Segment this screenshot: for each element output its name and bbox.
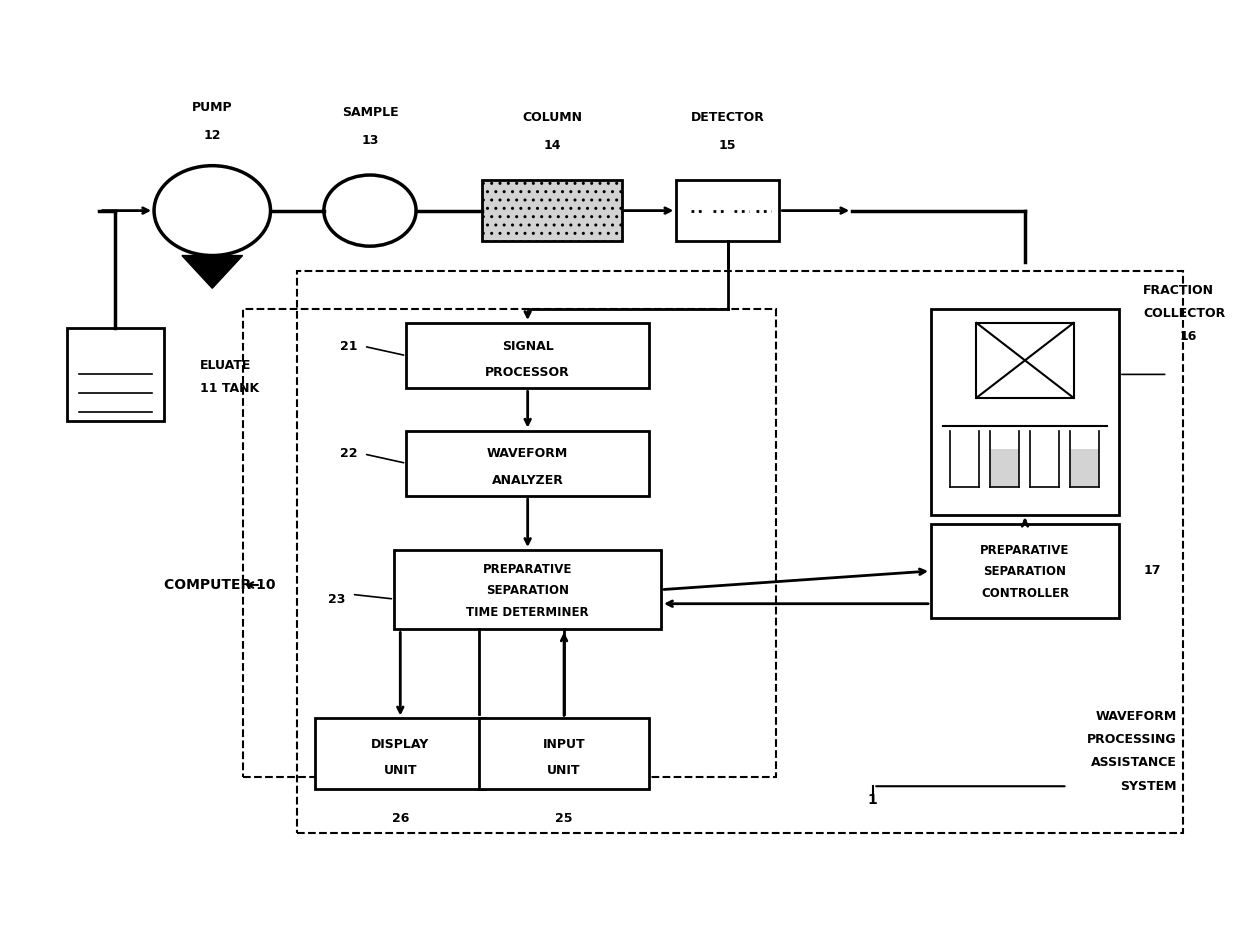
Text: PREPARATIVE: PREPARATIVE: [482, 563, 573, 576]
Text: COMPUTER 10: COMPUTER 10: [164, 578, 275, 592]
Text: COLLECTOR: COLLECTOR: [1143, 307, 1225, 320]
Bar: [298, 271, 1183, 833]
Text: ANALYZER: ANALYZER: [492, 474, 564, 487]
Text: 1: 1: [867, 794, 877, 807]
Text: 15: 15: [719, 139, 737, 152]
Text: 16: 16: [1179, 330, 1197, 344]
Bar: [407, 431, 649, 496]
Bar: [976, 323, 1074, 398]
Bar: [482, 180, 621, 241]
Bar: [407, 323, 649, 388]
Text: SEPARATION: SEPARATION: [486, 584, 569, 597]
Text: COLUMN: COLUMN: [522, 111, 582, 124]
Text: SEPARATION: SEPARATION: [983, 565, 1066, 578]
Text: 13: 13: [361, 134, 378, 147]
Text: 11 TANK: 11 TANK: [200, 382, 259, 395]
Circle shape: [154, 166, 270, 256]
Text: SYSTEM: SYSTEM: [1120, 780, 1177, 793]
Text: ASSISTANCE: ASSISTANCE: [1091, 756, 1177, 769]
Text: PROCESSING: PROCESSING: [1087, 733, 1177, 746]
Text: PUMP: PUMP: [192, 101, 233, 114]
Text: UNIT: UNIT: [547, 764, 580, 777]
Text: PREPARATIVE: PREPARATIVE: [981, 544, 1070, 557]
Bar: [931, 524, 1118, 618]
Bar: [676, 180, 780, 241]
Text: 17: 17: [1143, 564, 1161, 578]
Text: WAVEFORM: WAVEFORM: [1095, 709, 1177, 723]
Text: FRACTION: FRACTION: [1143, 284, 1214, 297]
Text: CONTROLLER: CONTROLLER: [981, 587, 1069, 600]
Text: 21: 21: [340, 340, 357, 353]
Text: 12: 12: [203, 129, 221, 142]
Bar: [1070, 449, 1099, 487]
Text: ELUATE: ELUATE: [200, 358, 252, 372]
Text: PROCESSOR: PROCESSOR: [485, 366, 570, 379]
Bar: [67, 328, 164, 421]
Circle shape: [324, 175, 417, 246]
Text: WAVEFORM: WAVEFORM: [487, 447, 568, 461]
Text: 23: 23: [327, 592, 345, 606]
Bar: [990, 449, 1019, 487]
Text: 14: 14: [543, 139, 560, 152]
Text: SAMPLE: SAMPLE: [342, 106, 398, 119]
Bar: [394, 549, 661, 629]
Text: INPUT: INPUT: [543, 738, 585, 751]
Text: DETECTOR: DETECTOR: [691, 111, 765, 124]
Bar: [931, 309, 1118, 515]
Text: SIGNAL: SIGNAL: [502, 340, 553, 353]
Text: 26: 26: [392, 812, 409, 825]
Text: UNIT: UNIT: [383, 764, 417, 777]
Bar: [479, 719, 649, 788]
Text: DISPLAY: DISPLAY: [371, 738, 429, 751]
Text: 22: 22: [340, 447, 357, 461]
Polygon shape: [182, 256, 243, 288]
Bar: [243, 309, 776, 777]
Bar: [315, 719, 485, 788]
Text: 25: 25: [556, 812, 573, 825]
Text: TIME DETERMINER: TIME DETERMINER: [466, 606, 589, 619]
